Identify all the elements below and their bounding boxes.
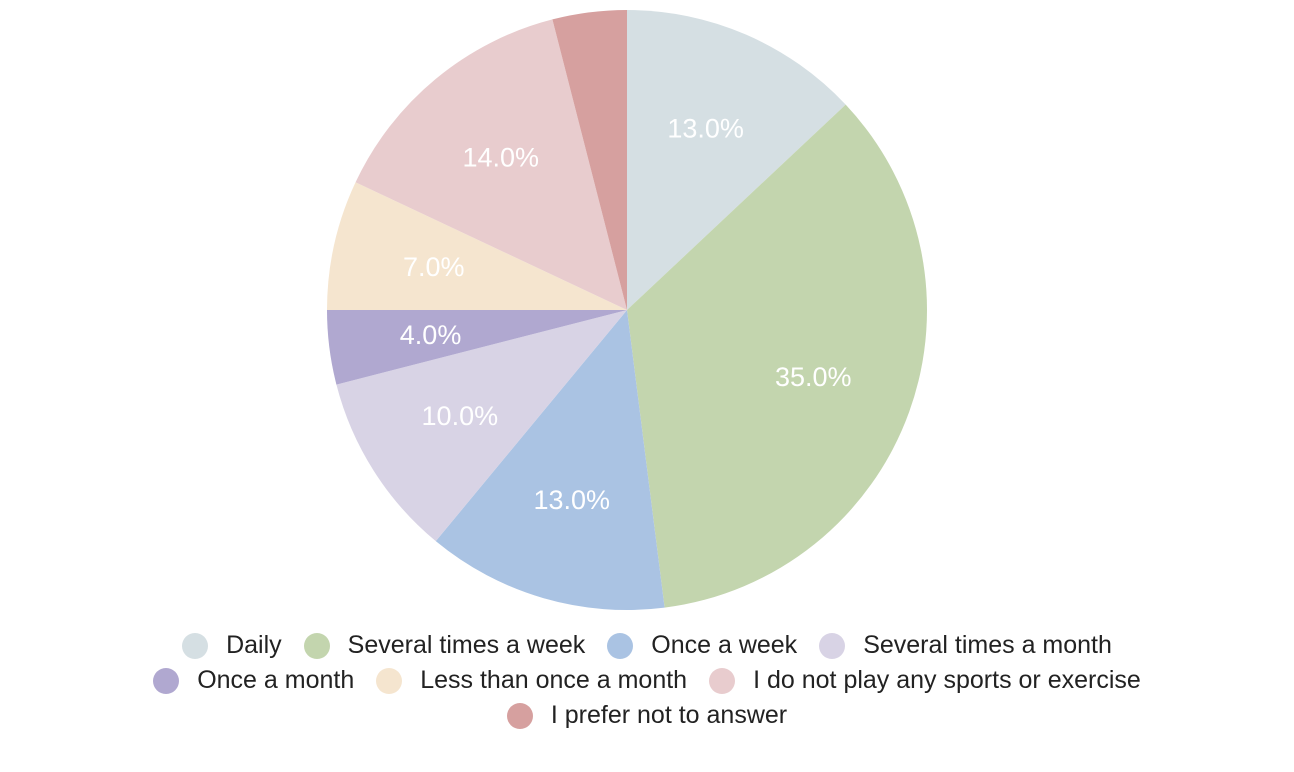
- pie-chart: 13.0% 35.0% 13.0% 10.0% 4.0% 7.0% 14.0%: [327, 10, 927, 610]
- pie-slice-several-times-a-month: [336, 310, 627, 542]
- legend-item-less-than-once-a-month[interactable]: Less than once a month: [376, 666, 687, 695]
- legend-item-several-times-a-week[interactable]: Several times a week: [303, 631, 586, 660]
- legend-item-i-do-not-play-any-sports-or-exercise[interactable]: I do not play any sports or exercise: [709, 666, 1141, 695]
- legend-swatch: [506, 702, 533, 729]
- legend-swatch: [819, 632, 846, 659]
- slice-label-i-do-not-play-any-sports-or-exercise: 14.0%: [463, 142, 540, 172]
- pie-slice-once-a-month: [327, 310, 627, 385]
- legend-swatch: [709, 667, 736, 694]
- legend-swatch: [182, 632, 209, 659]
- legend: Daily Several times a week Once a week Seve…: [0, 628, 1294, 733]
- legend-swatch: [607, 632, 634, 659]
- pie-slice-less-than-once-a-month: [327, 182, 627, 310]
- legend-item-once-a-month[interactable]: Once a month: [153, 666, 354, 695]
- slice-label-several-times-a-month: 10.0%: [422, 401, 499, 431]
- legend-label: I prefer not to answer: [550, 701, 788, 729]
- legend-item-several-times-a-month[interactable]: Several times a month: [819, 631, 1112, 660]
- pie-slice-once-a-week: [435, 310, 665, 610]
- legend-swatch: [153, 667, 180, 694]
- legend-row: Daily Several times a week Once a week Seve…: [171, 628, 1123, 663]
- legend-label: Several times a week: [347, 631, 586, 659]
- legend-item-once-a-week[interactable]: Once a week: [607, 631, 797, 660]
- legend-label: Once a month: [197, 666, 355, 694]
- pie-slice-several-times-a-week: [627, 104, 927, 608]
- legend-swatch: [376, 667, 403, 694]
- legend-label: Several times a month: [863, 631, 1112, 659]
- slice-label-several-times-a-week: 35.0%: [775, 362, 852, 392]
- pie-slice-labels: 13.0% 35.0% 13.0% 10.0% 4.0% 7.0% 14.0%: [400, 113, 852, 515]
- legend-item-i-prefer-not-to-answer[interactable]: I prefer not to answer: [506, 701, 788, 730]
- legend-row: Once a month Less than once a month I do n…: [142, 663, 1152, 698]
- legend-item-daily[interactable]: Daily: [182, 631, 282, 660]
- legend-row: I prefer not to answer: [496, 698, 798, 733]
- slice-label-once-a-week: 13.0%: [533, 485, 610, 515]
- legend-label: Once a week: [651, 631, 798, 659]
- slice-label-once-a-month: 4.0%: [400, 320, 462, 350]
- slice-label-less-than-once-a-month: 7.0%: [403, 252, 465, 282]
- pie-slice-i-prefer-not-to-answer: [552, 10, 627, 310]
- slice-label-daily: 13.0%: [667, 113, 744, 143]
- pie-slice-i-do-not-play-any-sports-or-exercise: [355, 19, 627, 311]
- pie-slices: [327, 10, 927, 610]
- legend-label: Less than once a month: [420, 666, 688, 694]
- legend-swatch: [303, 632, 330, 659]
- legend-label: Daily: [226, 631, 282, 659]
- legend-label: I do not play any sports or exercise: [753, 666, 1141, 694]
- pie-slice-daily: [627, 10, 846, 310]
